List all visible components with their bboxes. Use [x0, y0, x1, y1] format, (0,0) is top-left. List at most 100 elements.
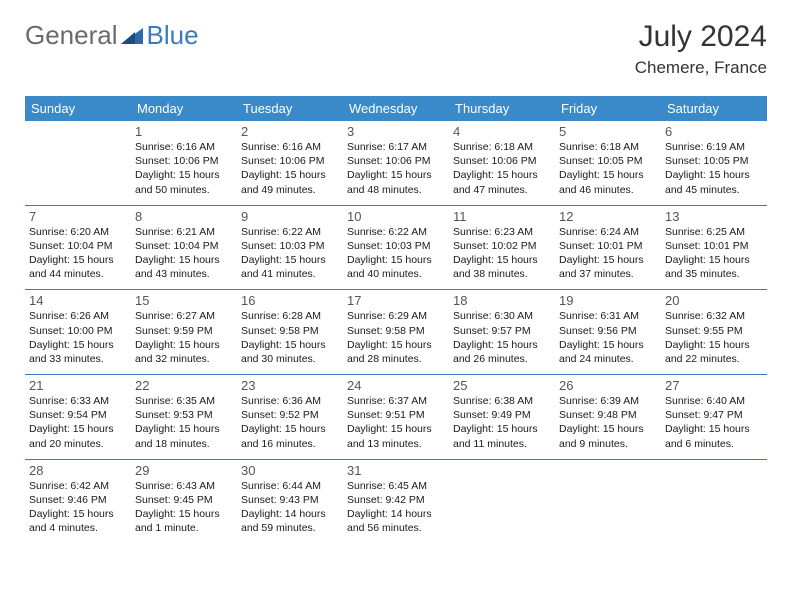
day-info-line: Sunrise: 6:16 AM — [241, 140, 339, 154]
day-info: Sunrise: 6:25 AMSunset: 10:01 PMDaylight… — [665, 225, 763, 282]
day-info-line: Sunrise: 6:18 AM — [559, 140, 657, 154]
day-info-line: Daylight: 15 hours and 41 minutes. — [241, 253, 339, 281]
calendar-day-cell: 18Sunrise: 6:30 AMSunset: 9:57 PMDayligh… — [449, 290, 555, 375]
day-info: Sunrise: 6:33 AMSunset: 9:54 PMDaylight:… — [29, 394, 127, 451]
day-info-line: Daylight: 15 hours and 11 minutes. — [453, 422, 551, 450]
day-info-line: Daylight: 15 hours and 22 minutes. — [665, 338, 763, 366]
day-info-line: Daylight: 15 hours and 32 minutes. — [135, 338, 233, 366]
header: General Blue July 2024 Chemere, France — [25, 20, 767, 78]
day-info: Sunrise: 6:43 AMSunset: 9:45 PMDaylight:… — [135, 479, 233, 536]
day-info: Sunrise: 6:38 AMSunset: 9:49 PMDaylight:… — [453, 394, 551, 451]
calendar-day-cell: 4Sunrise: 6:18 AMSunset: 10:06 PMDayligh… — [449, 121, 555, 205]
day-info-line: Sunset: 9:55 PM — [665, 324, 763, 338]
calendar-week-row: 14Sunrise: 6:26 AMSunset: 10:00 PMDaylig… — [25, 290, 767, 375]
day-info-line: Sunrise: 6:24 AM — [559, 225, 657, 239]
day-info-line: Sunset: 9:54 PM — [29, 408, 127, 422]
day-info-line: Daylight: 14 hours and 59 minutes. — [241, 507, 339, 535]
day-info-line: Sunset: 10:04 PM — [29, 239, 127, 253]
day-header: Thursday — [449, 96, 555, 121]
day-number: 11 — [453, 209, 551, 224]
day-info-line: Daylight: 15 hours and 20 minutes. — [29, 422, 127, 450]
calendar-day-cell: 15Sunrise: 6:27 AMSunset: 9:59 PMDayligh… — [131, 290, 237, 375]
day-number: 22 — [135, 378, 233, 393]
calendar-day-cell: 12Sunrise: 6:24 AMSunset: 10:01 PMDaylig… — [555, 205, 661, 290]
day-info: Sunrise: 6:45 AMSunset: 9:42 PMDaylight:… — [347, 479, 445, 536]
calendar-day-cell: 29Sunrise: 6:43 AMSunset: 9:45 PMDayligh… — [131, 459, 237, 543]
calendar-empty-cell — [25, 121, 131, 205]
day-info-line: Sunrise: 6:36 AM — [241, 394, 339, 408]
day-info-line: Sunset: 10:06 PM — [347, 154, 445, 168]
day-info-line: Sunset: 9:42 PM — [347, 493, 445, 507]
day-info-line: Sunset: 10:02 PM — [453, 239, 551, 253]
day-number: 29 — [135, 463, 233, 478]
calendar-empty-cell — [661, 459, 767, 543]
day-info-line: Sunrise: 6:42 AM — [29, 479, 127, 493]
calendar-day-cell: 20Sunrise: 6:32 AMSunset: 9:55 PMDayligh… — [661, 290, 767, 375]
day-number: 27 — [665, 378, 763, 393]
calendar-day-cell: 6Sunrise: 6:19 AMSunset: 10:05 PMDayligh… — [661, 121, 767, 205]
day-number: 3 — [347, 124, 445, 139]
brand-part1: General — [25, 20, 118, 51]
day-number: 17 — [347, 293, 445, 308]
title-block: July 2024 Chemere, France — [635, 20, 767, 78]
day-number: 19 — [559, 293, 657, 308]
day-info-line: Sunrise: 6:33 AM — [29, 394, 127, 408]
day-number: 20 — [665, 293, 763, 308]
day-info: Sunrise: 6:19 AMSunset: 10:05 PMDaylight… — [665, 140, 763, 197]
day-number: 28 — [29, 463, 127, 478]
calendar-empty-cell — [449, 459, 555, 543]
day-info-line: Daylight: 15 hours and 4 minutes. — [29, 507, 127, 535]
day-info-line: Sunrise: 6:30 AM — [453, 309, 551, 323]
day-info: Sunrise: 6:29 AMSunset: 9:58 PMDaylight:… — [347, 309, 445, 366]
day-info-line: Sunset: 9:51 PM — [347, 408, 445, 422]
day-info-line: Daylight: 15 hours and 38 minutes. — [453, 253, 551, 281]
day-info-line: Sunrise: 6:38 AM — [453, 394, 551, 408]
calendar-week-row: 1Sunrise: 6:16 AMSunset: 10:06 PMDayligh… — [25, 121, 767, 205]
calendar-day-cell: 2Sunrise: 6:16 AMSunset: 10:06 PMDayligh… — [237, 121, 343, 205]
calendar-day-cell: 8Sunrise: 6:21 AMSunset: 10:04 PMDayligh… — [131, 205, 237, 290]
day-number: 12 — [559, 209, 657, 224]
day-info: Sunrise: 6:39 AMSunset: 9:48 PMDaylight:… — [559, 394, 657, 451]
day-info-line: Daylight: 15 hours and 6 minutes. — [665, 422, 763, 450]
day-info-line: Sunset: 9:46 PM — [29, 493, 127, 507]
calendar-day-cell: 27Sunrise: 6:40 AMSunset: 9:47 PMDayligh… — [661, 375, 767, 460]
day-info-line: Sunrise: 6:35 AM — [135, 394, 233, 408]
day-info-line: Daylight: 15 hours and 9 minutes. — [559, 422, 657, 450]
calendar-day-cell: 19Sunrise: 6:31 AMSunset: 9:56 PMDayligh… — [555, 290, 661, 375]
day-info-line: Sunrise: 6:40 AM — [665, 394, 763, 408]
day-number: 7 — [29, 209, 127, 224]
day-info-line: Sunrise: 6:37 AM — [347, 394, 445, 408]
day-info: Sunrise: 6:26 AMSunset: 10:00 PMDaylight… — [29, 309, 127, 366]
day-info-line: Sunset: 10:03 PM — [241, 239, 339, 253]
day-info-line: Sunrise: 6:21 AM — [135, 225, 233, 239]
day-info: Sunrise: 6:21 AMSunset: 10:04 PMDaylight… — [135, 225, 233, 282]
day-info-line: Daylight: 15 hours and 18 minutes. — [135, 422, 233, 450]
day-info-line: Daylight: 15 hours and 37 minutes. — [559, 253, 657, 281]
day-number: 16 — [241, 293, 339, 308]
calendar-header-row: SundayMondayTuesdayWednesdayThursdayFrid… — [25, 96, 767, 121]
day-header: Sunday — [25, 96, 131, 121]
day-info: Sunrise: 6:30 AMSunset: 9:57 PMDaylight:… — [453, 309, 551, 366]
day-number: 21 — [29, 378, 127, 393]
day-info: Sunrise: 6:16 AMSunset: 10:06 PMDaylight… — [135, 140, 233, 197]
calendar-week-row: 21Sunrise: 6:33 AMSunset: 9:54 PMDayligh… — [25, 375, 767, 460]
day-info-line: Daylight: 15 hours and 46 minutes. — [559, 168, 657, 196]
day-info: Sunrise: 6:23 AMSunset: 10:02 PMDaylight… — [453, 225, 551, 282]
day-info: Sunrise: 6:31 AMSunset: 9:56 PMDaylight:… — [559, 309, 657, 366]
day-info-line: Sunset: 9:49 PM — [453, 408, 551, 422]
day-info-line: Daylight: 15 hours and 48 minutes. — [347, 168, 445, 196]
day-info-line: Daylight: 15 hours and 47 minutes. — [453, 168, 551, 196]
day-info-line: Sunset: 10:00 PM — [29, 324, 127, 338]
day-info-line: Sunrise: 6:17 AM — [347, 140, 445, 154]
calendar-day-cell: 22Sunrise: 6:35 AMSunset: 9:53 PMDayligh… — [131, 375, 237, 460]
day-number: 14 — [29, 293, 127, 308]
day-info: Sunrise: 6:37 AMSunset: 9:51 PMDaylight:… — [347, 394, 445, 451]
day-info-line: Daylight: 15 hours and 35 minutes. — [665, 253, 763, 281]
day-info-line: Sunrise: 6:23 AM — [453, 225, 551, 239]
calendar-day-cell: 3Sunrise: 6:17 AMSunset: 10:06 PMDayligh… — [343, 121, 449, 205]
calendar-day-cell: 16Sunrise: 6:28 AMSunset: 9:58 PMDayligh… — [237, 290, 343, 375]
day-info-line: Sunrise: 6:29 AM — [347, 309, 445, 323]
day-info: Sunrise: 6:40 AMSunset: 9:47 PMDaylight:… — [665, 394, 763, 451]
day-info-line: Sunrise: 6:22 AM — [347, 225, 445, 239]
day-info-line: Daylight: 15 hours and 43 minutes. — [135, 253, 233, 281]
